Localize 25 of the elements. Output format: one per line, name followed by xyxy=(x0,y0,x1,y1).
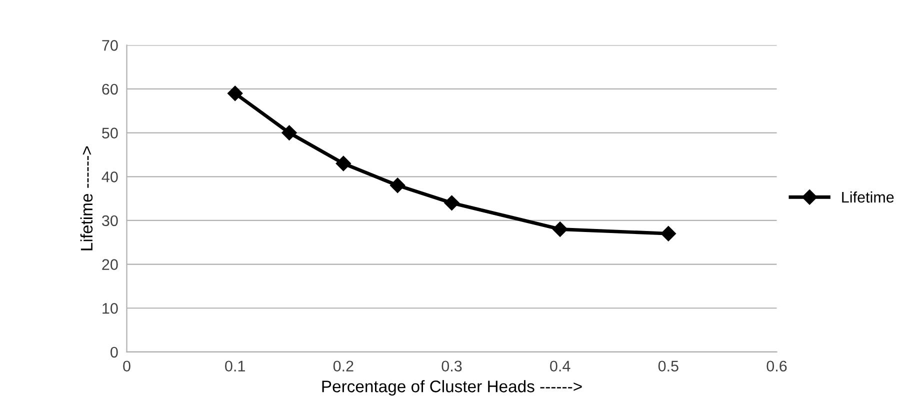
point xyxy=(552,222,568,237)
legend-label: Lifetime xyxy=(842,191,894,203)
point xyxy=(444,195,460,211)
point xyxy=(390,178,406,193)
y-tick-label: 10 xyxy=(102,302,118,314)
y-tick-label: 50 xyxy=(102,128,118,138)
y-tick-label: 40 xyxy=(102,172,118,182)
point xyxy=(282,125,297,140)
y-tick-label: 60 xyxy=(102,84,118,95)
x-tick-label: 0.6 xyxy=(766,360,787,372)
x-axis-title: Percentage of Cluster Heads ------> xyxy=(322,380,582,396)
x-tick-label: 0.2 xyxy=(333,360,354,372)
x-tick-label: 0.4 xyxy=(550,360,570,372)
x-tick-label: 0.3 xyxy=(442,360,462,372)
y-tick-label: 30 xyxy=(102,215,118,226)
y-axis-title: Lifetime ------> xyxy=(80,146,93,250)
x-tick-label: 0.5 xyxy=(658,360,678,372)
y-tick-label: 0 xyxy=(110,346,118,358)
point xyxy=(660,226,676,242)
point xyxy=(336,156,351,172)
x-tick-label: 0.1 xyxy=(225,360,245,372)
y-tick-label: 70 xyxy=(102,40,118,51)
x-tick-label: 0 xyxy=(123,360,130,372)
y-tick-label: 20 xyxy=(102,259,118,270)
point xyxy=(228,86,243,101)
